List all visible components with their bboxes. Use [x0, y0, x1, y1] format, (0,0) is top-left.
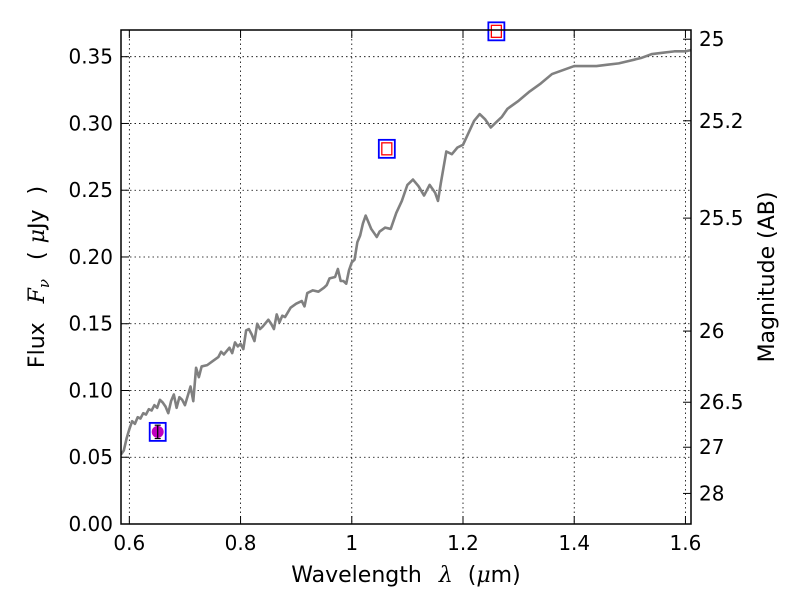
series-layer — [121, 48, 691, 456]
plot-area — [121, 30, 691, 524]
y2-tick-label: 25.2 — [699, 109, 744, 133]
plot-frame — [120, 29, 692, 525]
x-axis-label-unit-mu: μ — [476, 563, 490, 588]
photometry-square — [490, 24, 503, 38]
x-tick-label: 1 — [345, 531, 358, 555]
y-tick-label: 0.00 — [68, 512, 113, 536]
y-axis-label-subscript: ν — [35, 279, 53, 288]
x-axis-label-unit-rest: m) — [491, 563, 521, 588]
photometry-box — [377, 138, 396, 159]
y-axis-label-unit-rest: Jy — [25, 210, 50, 232]
x-axis-label-unit-open: ( — [468, 563, 477, 588]
y-tick-label: 0.25 — [68, 178, 113, 202]
photometry-layer — [148, 21, 506, 442]
x-tick-label: 1.6 — [670, 531, 702, 555]
x-tick-label: 1.2 — [447, 531, 479, 555]
y-axis-label-symbol: F — [25, 287, 50, 304]
spectrum-line — [121, 48, 691, 456]
photometry-square — [381, 142, 393, 156]
y2-tick-label: 26.5 — [699, 390, 744, 414]
y-axis-label-unit-close: ) — [25, 186, 50, 195]
x-axis-label-symbol: λ — [438, 563, 453, 588]
y-tick-label: 0.20 — [68, 245, 113, 269]
y-axis-label-unit-open: ( — [25, 251, 50, 260]
x-tick-label: 1.4 — [558, 531, 590, 555]
y-tick-label: 0.30 — [68, 111, 113, 135]
y-axis-label: Flux Fν ( μJy ) — [25, 186, 55, 368]
y2-tick-label: 27 — [699, 435, 724, 459]
x-tick-label: 0.8 — [225, 531, 257, 555]
x-tick-label: 0.6 — [113, 531, 145, 555]
x-axis-label: Wavelength λ (μm) — [291, 563, 520, 588]
y2-axis-label: Magnitude (AB) — [755, 192, 780, 363]
x-axis-label-prefix: Wavelength — [291, 563, 422, 588]
photometry-box — [487, 21, 506, 42]
y2-tick-label: 28 — [699, 481, 724, 505]
y-tick-label: 0.35 — [68, 45, 113, 69]
y-tick-label: 0.15 — [68, 312, 113, 336]
y2-tick-label: 25.5 — [699, 206, 744, 230]
y-tick-label: 0.10 — [68, 378, 113, 402]
y2-tick-label: 26 — [699, 319, 724, 343]
y-axis-label-unit-mu: μ — [25, 229, 50, 243]
ticks: 0.6 0.8 1 1.2 1.4 1.6 0.00 0.05 0.10 0.15 0.20 0.25… — [68, 27, 743, 555]
y2-tick-label: 25 — [699, 27, 724, 51]
y-axis-label-prefix: Flux — [25, 322, 50, 368]
photometry-box — [148, 421, 167, 442]
y-tick-label: 0.05 — [68, 445, 113, 469]
